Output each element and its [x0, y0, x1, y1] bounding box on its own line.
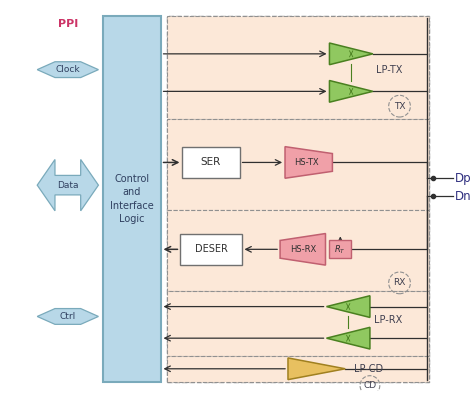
FancyBboxPatch shape	[181, 234, 242, 265]
Text: Dn: Dn	[455, 190, 472, 203]
Text: Clock: Clock	[55, 65, 80, 74]
FancyBboxPatch shape	[166, 356, 429, 382]
Polygon shape	[37, 160, 99, 211]
Text: $R_T$: $R_T$	[335, 243, 346, 256]
Polygon shape	[280, 234, 326, 265]
Polygon shape	[327, 296, 370, 318]
Text: DESER: DESER	[194, 244, 228, 254]
Polygon shape	[285, 147, 332, 178]
FancyBboxPatch shape	[166, 16, 429, 119]
Polygon shape	[37, 309, 99, 324]
Polygon shape	[288, 358, 345, 380]
FancyBboxPatch shape	[166, 119, 429, 210]
Text: Control
and
Interface
Logic: Control and Interface Logic	[110, 174, 154, 224]
Text: TX: TX	[394, 102, 405, 111]
Text: SER: SER	[201, 158, 221, 167]
Text: Data: Data	[57, 181, 79, 190]
Text: HS-TX: HS-TX	[294, 158, 319, 167]
Polygon shape	[37, 62, 99, 78]
Text: Dp: Dp	[455, 172, 472, 185]
FancyBboxPatch shape	[329, 240, 351, 258]
Text: LP-RX: LP-RX	[374, 316, 402, 325]
Text: LP-CD: LP-CD	[354, 364, 383, 374]
FancyBboxPatch shape	[103, 16, 161, 382]
Text: HS-RX: HS-RX	[290, 245, 316, 254]
Text: PPI: PPI	[58, 19, 78, 29]
Text: CD: CD	[364, 381, 376, 390]
Polygon shape	[329, 80, 373, 102]
Polygon shape	[329, 43, 373, 65]
Text: RX: RX	[393, 279, 406, 287]
FancyBboxPatch shape	[166, 210, 429, 291]
Text: LP-TX: LP-TX	[376, 65, 402, 74]
Text: Ctrl: Ctrl	[60, 312, 76, 321]
FancyBboxPatch shape	[182, 147, 239, 178]
Polygon shape	[327, 327, 370, 349]
FancyBboxPatch shape	[166, 291, 429, 356]
